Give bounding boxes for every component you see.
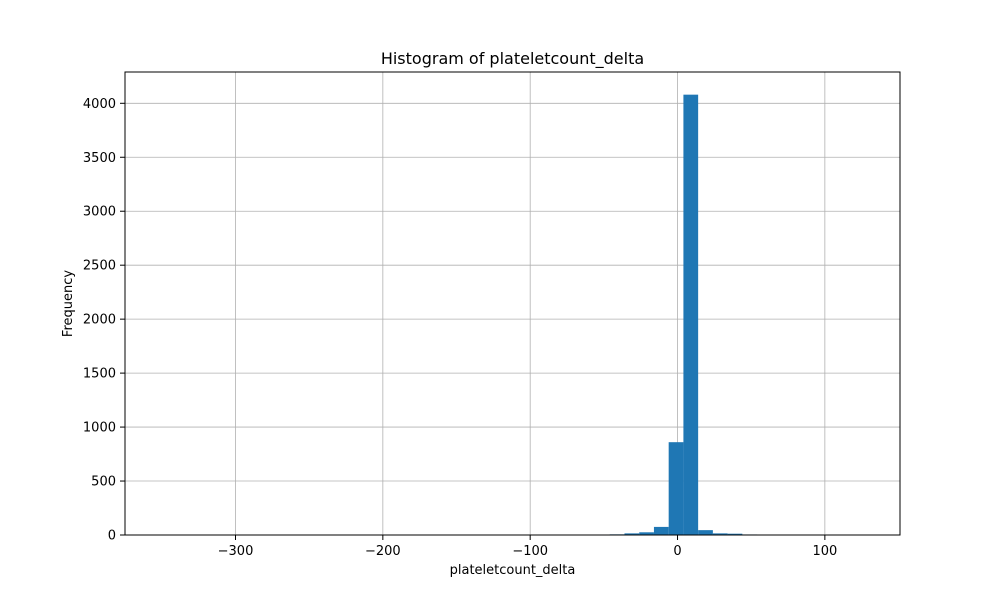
y-tick-label: 1500: [83, 367, 116, 382]
chart-title: Histogram of plateletcount_delta: [381, 49, 644, 69]
histogram-bar: [653, 526, 669, 535]
y-tick-label: 4000: [83, 97, 116, 112]
x-axis-title: plateletcount_delta: [450, 563, 576, 578]
x-tick-label: 0: [673, 544, 681, 559]
x-tick-label: −200: [365, 544, 401, 559]
histogram-bar: [683, 94, 699, 535]
ticks: −300 −200 −100 0 100050010001500200025003000…: [83, 97, 837, 559]
y-tick-label: 1000: [83, 421, 116, 436]
histogram-bar: [624, 533, 640, 535]
y-tick-label: 2000: [83, 313, 116, 328]
x-tick-label: −300: [218, 544, 254, 559]
y-tick-label: 3500: [83, 151, 116, 166]
histogram-bar: [639, 532, 654, 535]
y-axis-title: Frequency: [61, 270, 76, 337]
histogram-bar: [712, 533, 728, 535]
histogram-bar: [668, 442, 684, 535]
y-tick-label: 500: [91, 475, 116, 490]
histogram-bar: [698, 530, 713, 535]
y-tick-label: 3000: [83, 205, 116, 220]
y-tick-label: 0: [108, 529, 116, 544]
x-tick-label: −100: [512, 544, 548, 559]
x-tick-label: 100: [812, 544, 837, 559]
plot-frame: [124, 71, 901, 536]
y-tick-label: 2500: [83, 259, 116, 274]
histogram-bar: [727, 533, 743, 535]
